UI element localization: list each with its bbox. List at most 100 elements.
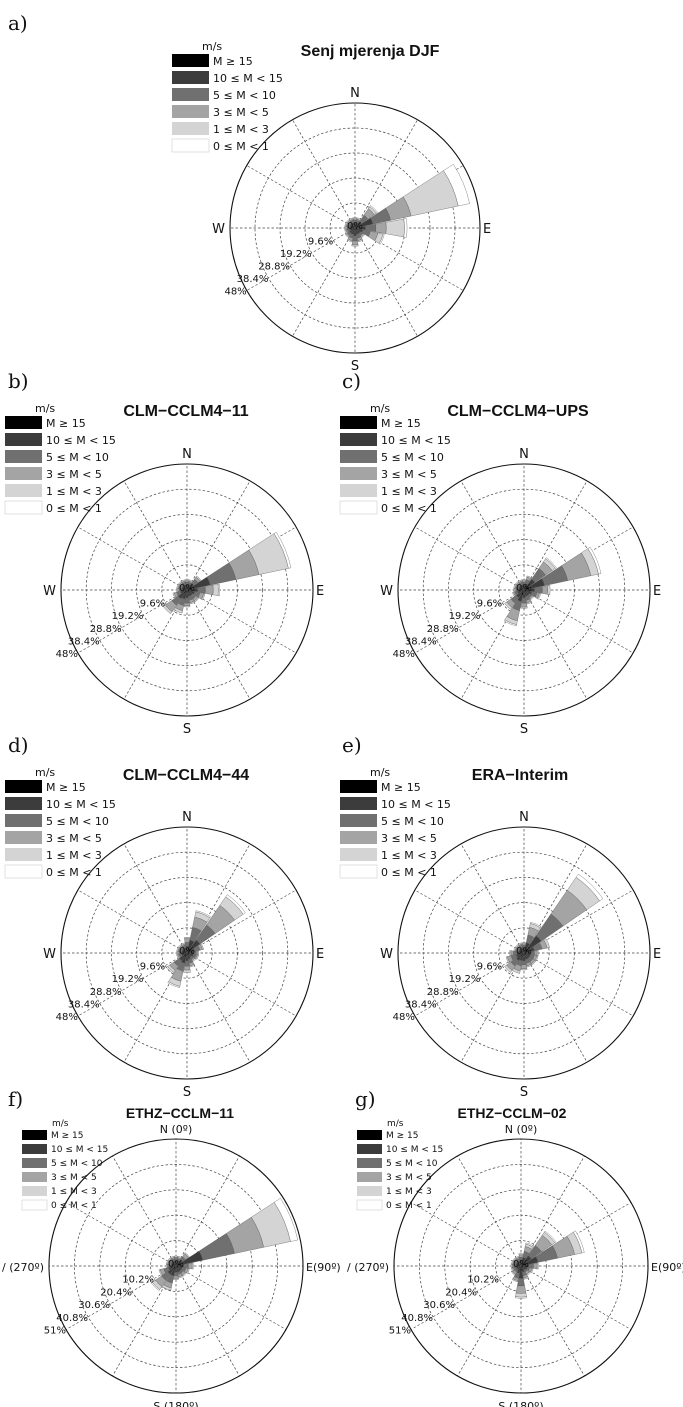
sector	[354, 164, 470, 229]
legend-entry: 10 ≤ M < 15	[381, 434, 451, 447]
sector-bin	[523, 952, 527, 956]
panel-label: c)	[342, 369, 361, 393]
direction-label-south: S	[351, 359, 359, 374]
sector	[510, 1263, 522, 1269]
grid-spoke	[186, 589, 251, 700]
legend-entry: 1 ≤ M < 3	[386, 1187, 432, 1197]
grid-spoke	[520, 1265, 632, 1330]
sector	[520, 1265, 531, 1276]
sector	[518, 579, 525, 591]
sector	[186, 952, 196, 962]
grid-spoke	[186, 889, 297, 954]
sector	[521, 942, 527, 954]
direction-label-north: N	[182, 447, 192, 462]
chart-title: ETHZ−CCLM−11	[126, 1105, 234, 1121]
legend-swatch	[340, 848, 377, 861]
sector	[520, 589, 528, 609]
sector	[162, 1265, 177, 1291]
grid-spoke	[65, 1202, 177, 1267]
chart-title: CLM−CCLM4−UPS	[447, 403, 589, 420]
legend-entry: 10 ≤ M < 15	[46, 798, 116, 811]
legend-entry: 3 ≤ M < 5	[46, 468, 102, 481]
sector	[523, 938, 550, 954]
sector	[181, 942, 188, 954]
legend-entry: 5 ≤ M < 10	[51, 1159, 103, 1169]
direction-label-east: E(90º)	[651, 1261, 683, 1274]
sector-bin	[520, 964, 528, 969]
outer-circle	[393, 1138, 649, 1394]
ring-label: 48%	[56, 1012, 78, 1023]
ring-label: 9.6%	[140, 962, 165, 973]
grid-ring	[419, 1164, 623, 1368]
sector	[354, 218, 408, 238]
legend-entry: 3 ≤ M < 5	[51, 1173, 97, 1183]
sector	[512, 952, 525, 974]
direction-label-north: N (0º)	[160, 1123, 193, 1136]
sector-bin	[212, 584, 219, 596]
sector-bin	[375, 222, 387, 234]
grid	[398, 827, 650, 1079]
legend-entry: 3 ≤ M < 5	[381, 832, 437, 845]
legend-entry: 10 ≤ M < 15	[381, 798, 451, 811]
sector	[523, 589, 533, 605]
chart-title: ETHZ−CCLM−02	[458, 1105, 567, 1121]
sector	[523, 921, 542, 954]
grid-spoke	[457, 1265, 522, 1377]
sector	[173, 589, 188, 614]
sector	[344, 225, 356, 231]
legend-swatch	[172, 122, 209, 135]
legend-entry: 0 ≤ M < 1	[213, 140, 269, 153]
sector	[523, 575, 533, 591]
ring-label: 0%	[516, 946, 532, 957]
sector	[186, 589, 200, 603]
sector-bin	[518, 1254, 524, 1258]
legend-swatch	[22, 1158, 47, 1168]
legend-swatch	[22, 1172, 47, 1182]
legend-swatch	[5, 416, 42, 429]
sector	[172, 589, 188, 599]
direction-label-south: S	[520, 1085, 528, 1100]
windrose-panel: b) CLM−CCLM4−11 m/s M ≥ 15 10 ≤ M < 15 5 ≤ M …	[4, 369, 324, 737]
ring-label: 0%	[168, 1259, 184, 1270]
sector	[158, 1265, 177, 1276]
ring-label: 48%	[224, 287, 246, 298]
sector	[515, 944, 525, 954]
sector	[513, 947, 525, 954]
direction-label-west: / (270º)	[347, 1261, 389, 1274]
legend-swatch	[5, 467, 42, 480]
ring-label: 51%	[389, 1326, 411, 1337]
windrose-panel: d) CLM−CCLM4−44 m/s M ≥ 15 10 ≤ M < 15 5 ≤ M …	[4, 733, 324, 1100]
sector	[176, 950, 188, 956]
grid-spoke	[246, 165, 356, 229]
grid-spoke	[123, 589, 188, 700]
legend-swatch	[5, 450, 42, 463]
legend-swatch	[356, 1199, 383, 1211]
grid-spoke	[246, 227, 356, 291]
ring-label: 0%	[516, 583, 532, 594]
legend-swatch	[340, 780, 377, 793]
sector-bin	[385, 218, 405, 238]
grid-spoke	[414, 526, 525, 591]
outer-circle	[60, 463, 314, 717]
legend-swatch	[5, 433, 42, 446]
sector-bin	[522, 950, 525, 954]
grid-spoke	[77, 952, 188, 1017]
ring-label: 48%	[393, 649, 415, 660]
legend-entry: M ≥ 15	[46, 417, 86, 430]
sector	[178, 944, 188, 954]
sector	[523, 589, 534, 600]
grid-spoke	[354, 227, 418, 337]
panel-label: e)	[342, 733, 362, 757]
legend: m/s M ≥ 15 10 ≤ M < 15 5 ≤ M < 10 3 ≤ M < 5 1…	[339, 402, 451, 515]
legend-swatch	[340, 797, 377, 810]
ring-label: 48%	[56, 649, 78, 660]
sector	[349, 217, 356, 229]
sector-bin	[354, 225, 357, 229]
windrose-panel: g) ETHZ−CCLM−02 m/s M ≥ 15 10 ≤ M < 15 5 ≤ M …	[347, 1087, 683, 1407]
legend-swatch	[339, 864, 378, 879]
sector	[523, 952, 539, 962]
legend-unit: m/s	[387, 1119, 404, 1129]
sector	[181, 579, 188, 591]
sector	[518, 942, 525, 954]
direction-label-south: S	[183, 1085, 191, 1100]
